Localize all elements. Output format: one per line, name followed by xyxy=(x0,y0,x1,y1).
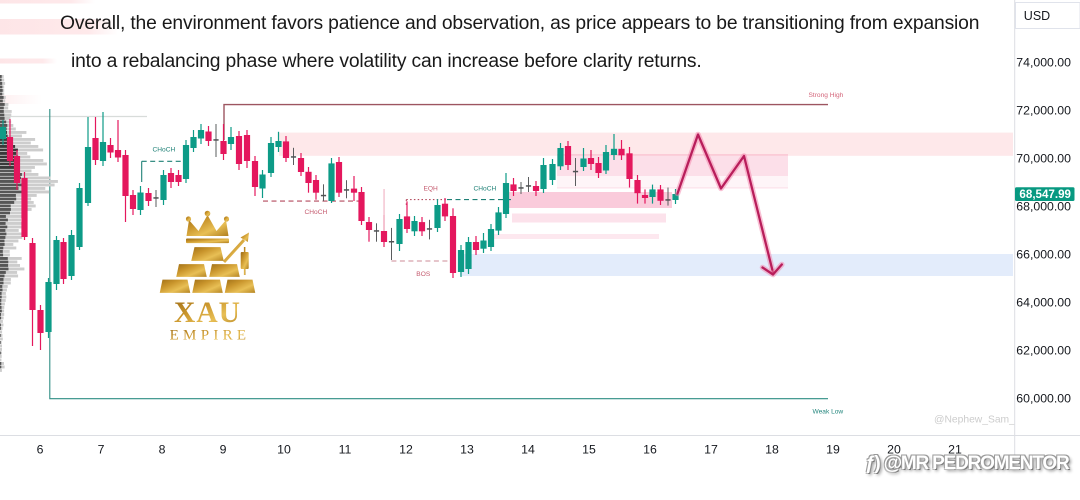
svg-text:BOS: BOS xyxy=(416,271,431,278)
svg-text:19: 19 xyxy=(826,443,840,457)
svg-text:62,000.00: 62,000.00 xyxy=(1016,344,1071,358)
svg-text:12: 12 xyxy=(399,443,413,457)
svg-text:16: 16 xyxy=(643,443,657,457)
svg-text:10: 10 xyxy=(277,443,291,457)
svg-text:72,000.00: 72,000.00 xyxy=(1016,104,1071,118)
svg-text:68,547.99: 68,547.99 xyxy=(1019,188,1071,201)
svg-text:EMPIRE: EMPIRE xyxy=(170,328,251,344)
svg-text:USD: USD xyxy=(1024,9,1050,23)
svg-text:21: 21 xyxy=(948,443,962,457)
svg-text:15: 15 xyxy=(582,443,596,457)
svg-text:Strong High: Strong High xyxy=(809,92,844,99)
svg-text:6: 6 xyxy=(37,443,44,457)
svg-text:17: 17 xyxy=(704,443,718,457)
svg-text:20: 20 xyxy=(887,443,901,457)
svg-text:7: 7 xyxy=(98,443,105,457)
svg-text:8: 8 xyxy=(159,443,166,457)
svg-text:18: 18 xyxy=(765,443,779,457)
svg-text:EQH: EQH xyxy=(424,185,439,192)
svg-text:66,000.00: 66,000.00 xyxy=(1016,248,1071,262)
svg-text:CHoCH: CHoCH xyxy=(153,147,176,154)
svg-text:11: 11 xyxy=(339,443,352,457)
svg-text:13: 13 xyxy=(460,443,474,457)
svg-text:74,000.00: 74,000.00 xyxy=(1016,56,1071,70)
svg-text:14: 14 xyxy=(521,443,535,457)
svg-text:70,000.00: 70,000.00 xyxy=(1016,152,1071,166)
svg-text:Weak Low: Weak Low xyxy=(813,409,844,416)
svg-text:CHoCH: CHoCH xyxy=(305,209,328,216)
svg-text:@Nephew_Sam_: @Nephew_Sam_ xyxy=(934,415,1015,426)
svg-text:64,000.00: 64,000.00 xyxy=(1016,296,1071,310)
svg-text:XAU: XAU xyxy=(174,297,241,329)
svg-text:60,000.00: 60,000.00 xyxy=(1016,392,1071,406)
svg-text:9: 9 xyxy=(220,443,227,457)
svg-text:68,000.00: 68,000.00 xyxy=(1016,200,1071,214)
svg-text:CHoCH: CHoCH xyxy=(474,186,497,193)
